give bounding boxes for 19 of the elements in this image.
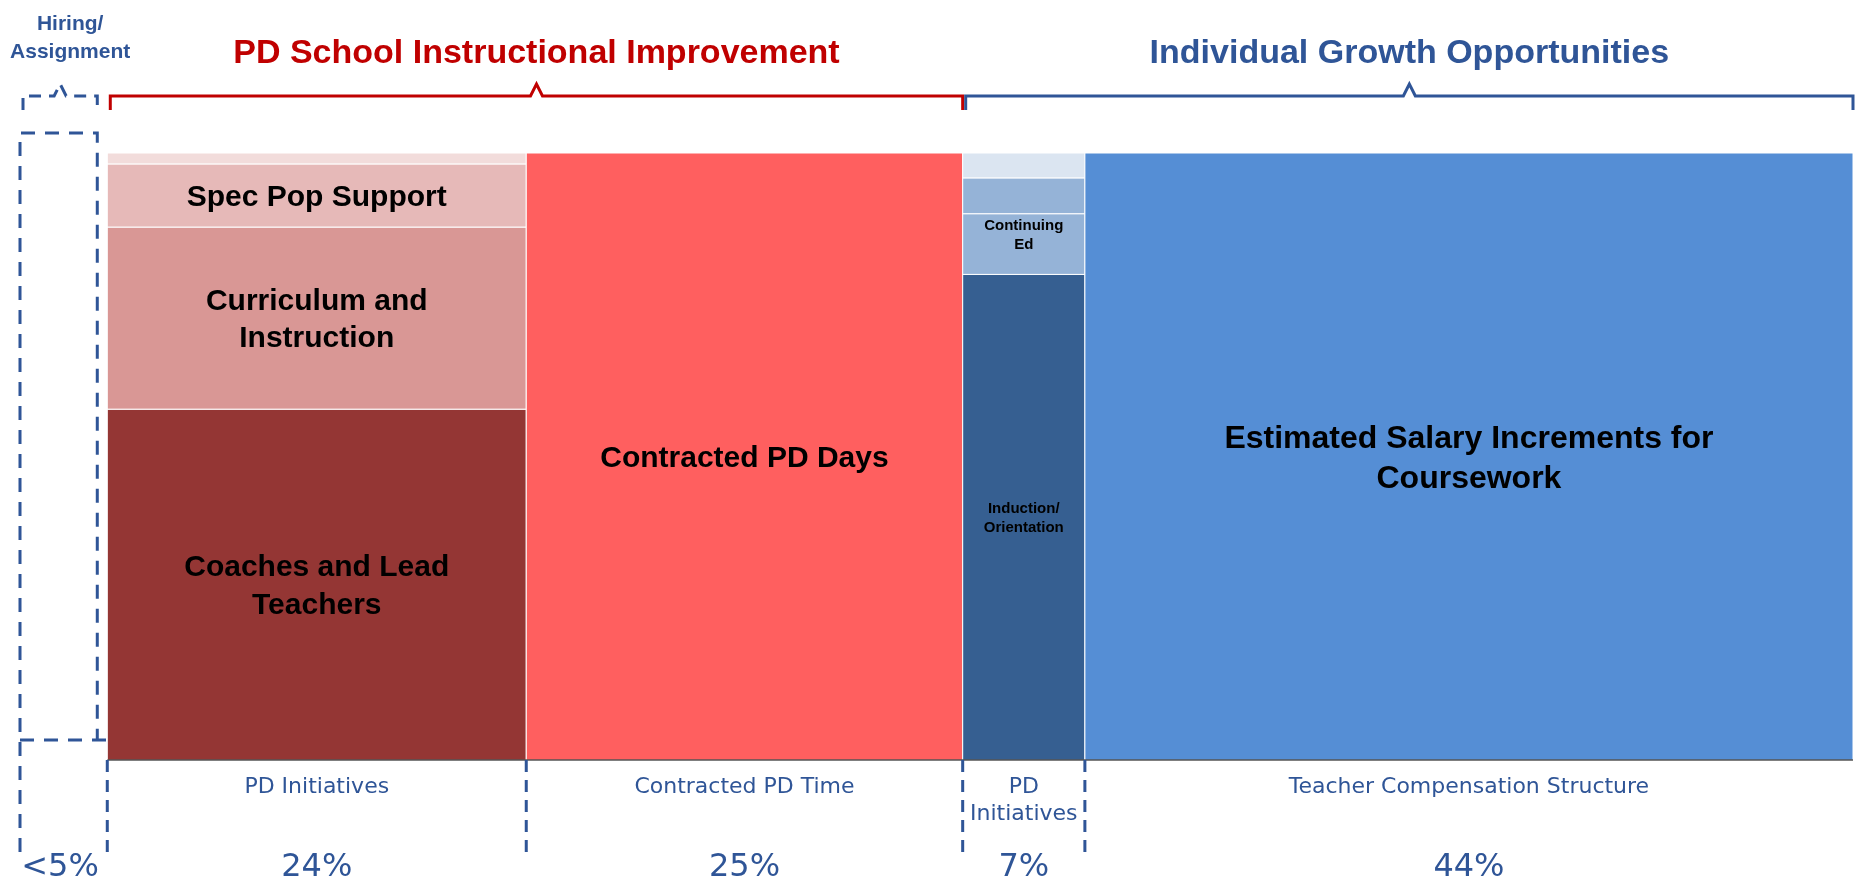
text: 24% xyxy=(281,846,353,884)
x-tick-label: Contracted PD Time xyxy=(634,773,855,798)
text: 25% xyxy=(708,846,781,884)
series-label: Estimated Salary Increments for Coursework xyxy=(1224,418,1714,495)
text: 44% xyxy=(1433,846,1505,884)
text: 7% xyxy=(998,846,1050,884)
series-label: Curriculum and Instruction xyxy=(205,282,428,354)
series-label: Contracted PD Days xyxy=(600,440,889,473)
text: PD School Instructional Improvement xyxy=(233,32,840,70)
series-label: Coaches and Lead Teachers xyxy=(184,549,450,620)
series-label: Continuing Ed xyxy=(984,215,1064,252)
x-tick-label: Teacher Compensation Structure xyxy=(1287,773,1650,798)
text: <5% xyxy=(21,846,99,884)
x-tick-label: PD Initiatives xyxy=(244,773,390,798)
text: Hiring/ Assignment xyxy=(10,11,131,62)
x-tick-label: PD Initiatives xyxy=(970,773,1078,825)
text: Individual Growth Opportunities xyxy=(1149,32,1670,70)
series-label: Spec Pop Support xyxy=(186,178,447,212)
series-label: Induction/ Orientation xyxy=(983,499,1064,536)
